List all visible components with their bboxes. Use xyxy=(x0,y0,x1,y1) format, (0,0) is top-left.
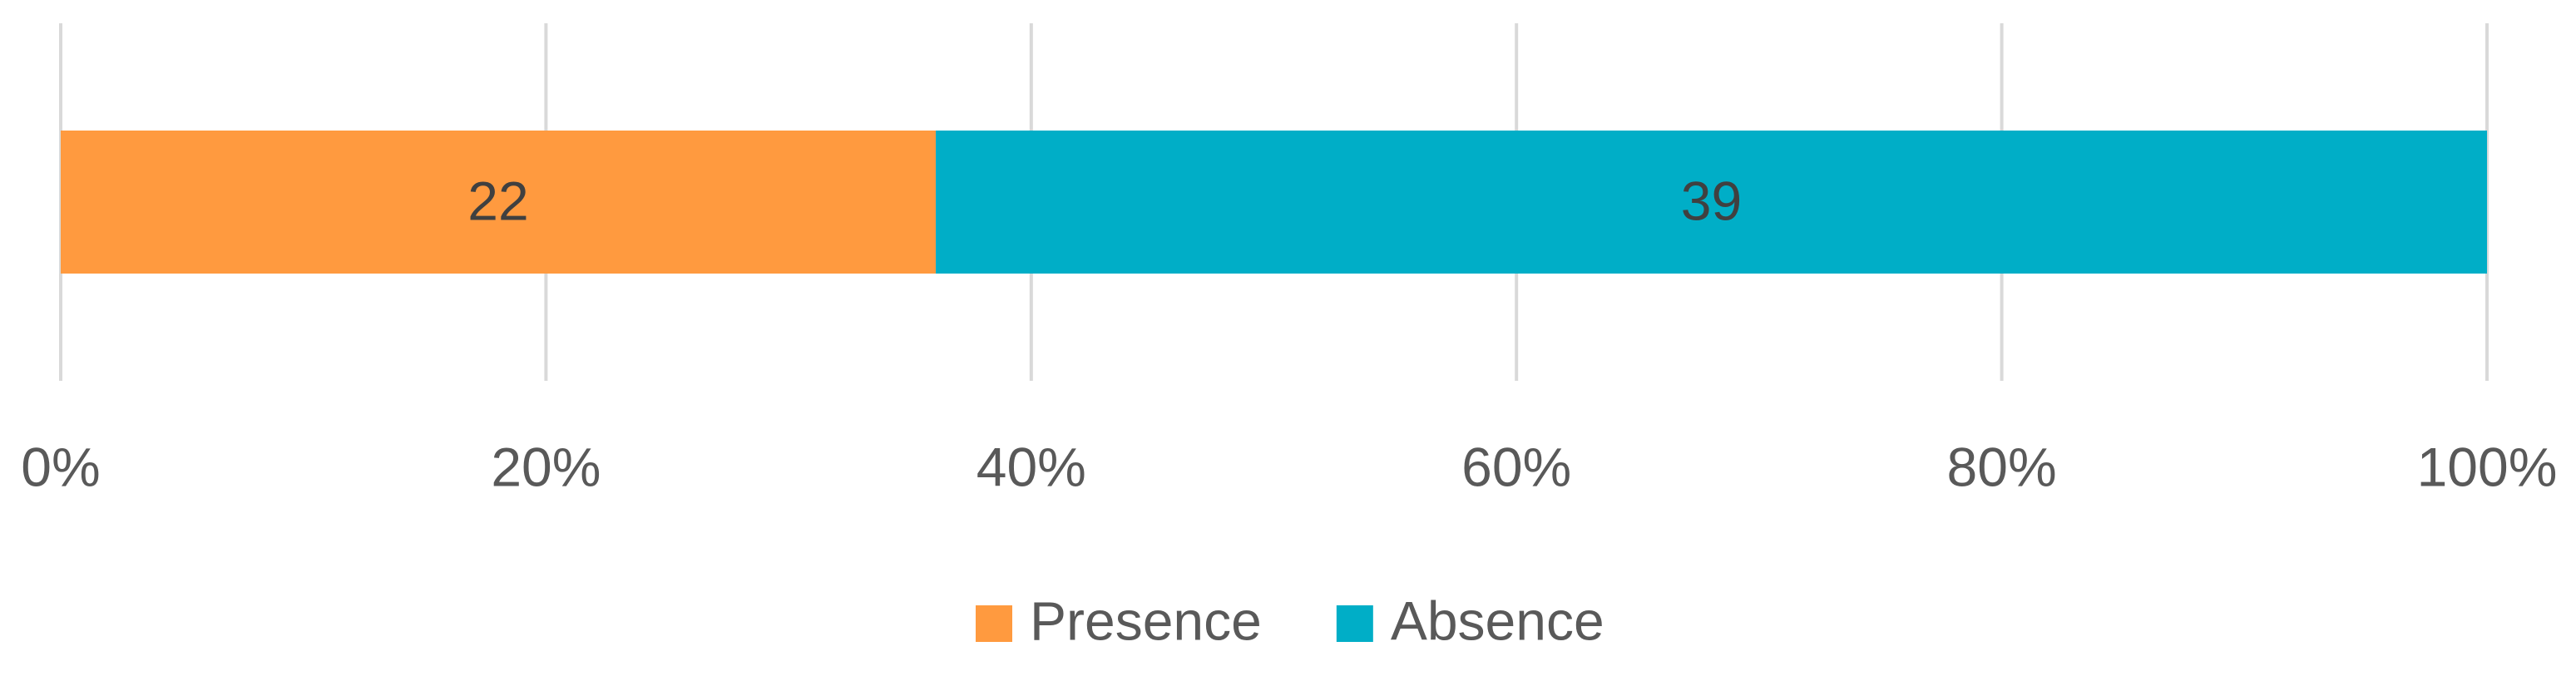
x-tick-label: 0% xyxy=(21,436,100,497)
data-label: 22 xyxy=(467,170,528,231)
legend: Presence Absence xyxy=(976,590,1604,651)
x-tick-label: 40% xyxy=(977,436,1086,497)
bar-segment xyxy=(936,131,2487,274)
x-tick-label: 100% xyxy=(2417,436,2558,497)
legend-label: Absence xyxy=(1391,590,1604,651)
data-label: 39 xyxy=(1681,170,1742,231)
x-tick-label: 80% xyxy=(1947,436,2057,497)
x-tick-label: 20% xyxy=(491,436,601,497)
x-tick-label: 60% xyxy=(1461,436,1571,497)
bar-segment xyxy=(61,131,937,274)
legend-label: Presence xyxy=(1030,590,1262,651)
legend-swatch xyxy=(1336,605,1373,642)
legend-swatch xyxy=(976,605,1012,642)
